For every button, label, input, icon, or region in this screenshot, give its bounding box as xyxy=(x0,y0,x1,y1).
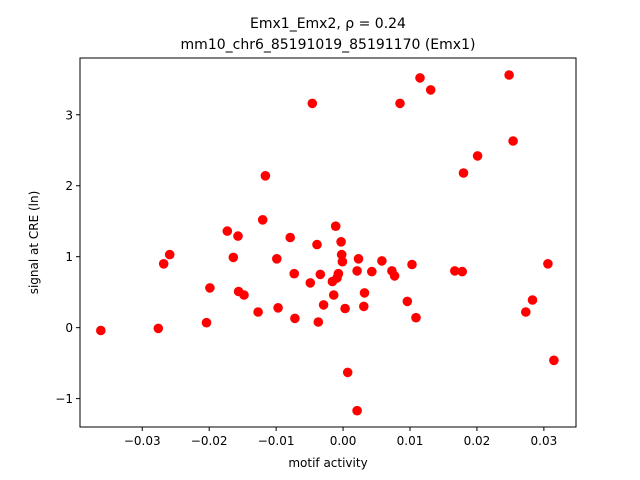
data-point-37 xyxy=(352,405,362,416)
y-axis-ticks: −1 0 1 2 3 xyxy=(55,108,80,406)
data-point-18 xyxy=(289,268,300,279)
data-point-33 xyxy=(337,256,348,267)
data-points xyxy=(96,70,559,416)
data-point-7 xyxy=(222,226,233,236)
x-tick-label: −0.03 xyxy=(124,434,161,448)
x-axis-label: motif activity xyxy=(288,456,367,470)
y-tick-label: 0 xyxy=(65,321,73,335)
data-point-35 xyxy=(342,367,353,378)
data-point-16 xyxy=(273,303,283,313)
data-point-48 xyxy=(411,312,421,323)
data-point-22 xyxy=(312,239,322,250)
data-point-8 xyxy=(228,252,239,263)
data-point-46 xyxy=(402,296,413,307)
data-point-28 xyxy=(330,221,341,231)
x-tick-label: −0.02 xyxy=(191,434,228,448)
x-tick-label: 0.02 xyxy=(464,434,491,448)
x-tick-label: 0.01 xyxy=(397,434,424,448)
data-point-45 xyxy=(395,98,405,109)
data-point-4 xyxy=(164,249,175,260)
data-point-17 xyxy=(285,232,296,243)
data-point-38 xyxy=(353,253,364,264)
x-tick-label: −0.01 xyxy=(258,434,295,448)
data-point-20 xyxy=(305,278,316,288)
data-point-40 xyxy=(359,288,370,298)
y-tick-label: 1 xyxy=(65,250,73,264)
data-point-50 xyxy=(425,85,436,95)
data-point-14 xyxy=(260,171,271,181)
data-point-32 xyxy=(336,249,347,260)
data-point-49 xyxy=(415,73,425,83)
data-point-27 xyxy=(328,290,339,300)
data-point-1 xyxy=(96,325,106,336)
data-point-34 xyxy=(340,303,350,314)
y-axis-label: signal at CRE (ln) xyxy=(27,191,41,295)
chart-title-line1: Emx1_Emx2, ρ = 0.24 xyxy=(250,16,406,32)
data-point-51 xyxy=(450,266,460,276)
x-tick-label: 0.00 xyxy=(330,434,357,448)
data-point-19 xyxy=(290,313,300,324)
data-point-39 xyxy=(359,301,369,312)
data-point-36 xyxy=(352,266,362,276)
data-point-23 xyxy=(313,317,324,327)
data-point-57 xyxy=(521,307,531,317)
y-tick-label: 3 xyxy=(65,108,73,122)
y-tick-label: 2 xyxy=(65,179,73,193)
data-point-24 xyxy=(315,269,326,280)
data-point-2 xyxy=(153,323,164,334)
chart-title-line2: mm10_chr6_85191019_85191170 (Emx1) xyxy=(181,37,476,53)
data-point-5 xyxy=(201,317,212,328)
data-point-31 xyxy=(336,237,346,247)
data-point-54 xyxy=(472,151,483,161)
x-axis-ticks: −0.03 −0.02 −0.01 0.00 0.01 0.02 0.03 xyxy=(124,427,557,448)
data-point-58 xyxy=(527,295,538,305)
data-point-60 xyxy=(549,355,559,366)
data-point-25 xyxy=(318,300,329,310)
data-point-13 xyxy=(257,215,268,225)
data-point-42 xyxy=(377,256,387,266)
x-tick-label: 0.03 xyxy=(531,434,558,448)
data-point-9 xyxy=(233,231,243,241)
data-point-15 xyxy=(272,253,282,264)
data-point-55 xyxy=(504,70,514,80)
data-point-56 xyxy=(508,136,518,146)
data-point-6 xyxy=(205,283,215,293)
data-point-11 xyxy=(239,290,249,300)
data-point-41 xyxy=(367,266,377,277)
y-tick-label: −1 xyxy=(55,392,73,406)
data-point-59 xyxy=(543,259,553,269)
data-point-12 xyxy=(253,307,263,317)
data-point-44 xyxy=(389,271,400,281)
data-point-52 xyxy=(457,266,468,277)
data-point-53 xyxy=(458,168,469,178)
data-point-3 xyxy=(158,259,169,269)
data-point-47 xyxy=(407,259,417,270)
plot-frame xyxy=(79,57,577,428)
data-point-21 xyxy=(307,98,318,109)
data-point-30 xyxy=(333,268,344,279)
